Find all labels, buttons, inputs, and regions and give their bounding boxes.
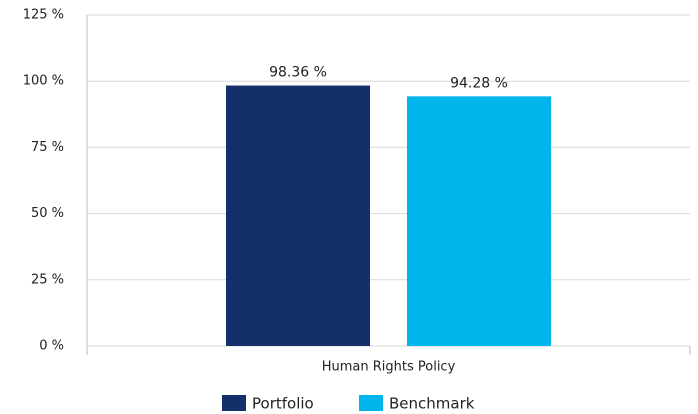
y-tick-label: 0 % bbox=[39, 339, 64, 354]
legend-label: Benchmark bbox=[389, 395, 475, 413]
legend-label: Portfolio bbox=[252, 395, 314, 413]
legend-swatch bbox=[359, 395, 383, 411]
y-tick-label: 125 % bbox=[23, 8, 64, 23]
value-label: 98.36 % bbox=[269, 65, 327, 81]
legend-swatch bbox=[222, 395, 246, 411]
x-tick-label: Human Rights Policy bbox=[322, 360, 456, 375]
bar bbox=[407, 96, 551, 346]
value-label: 94.28 % bbox=[450, 75, 508, 91]
y-tick-label: 75 % bbox=[31, 140, 64, 155]
bar bbox=[226, 85, 370, 346]
y-tick-label: 50 % bbox=[31, 206, 64, 221]
y-tick-label: 25 % bbox=[31, 272, 64, 287]
y-tick-label: 100 % bbox=[23, 74, 64, 89]
